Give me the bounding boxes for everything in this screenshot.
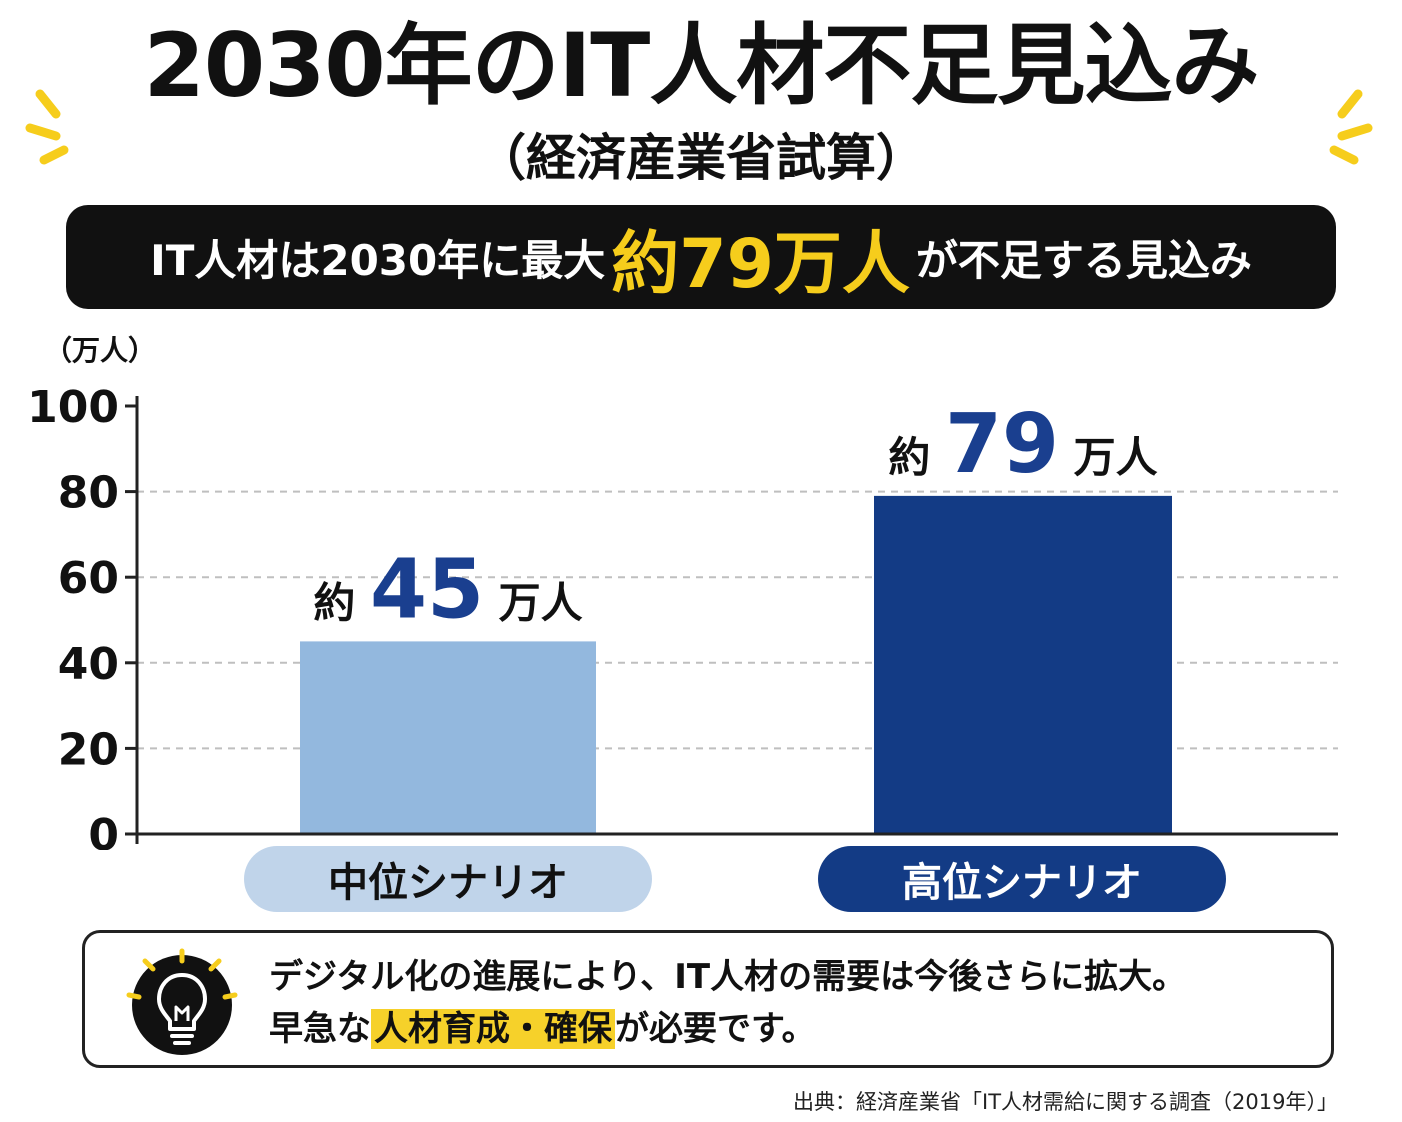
summary-banner: IT人材は2030年に最大 約79万人 が不足する見込み [66, 205, 1336, 309]
note-line-2-suffix: が必要です。 [615, 1009, 816, 1049]
bar-high [874, 495, 1172, 834]
note-box: デジタル化の進展により、IT人材の需要は今後さらに拡大。 早急な人材育成・確保が… [82, 930, 1334, 1068]
y-tick-label: 20 [58, 724, 119, 775]
y-tick-label: 100 [27, 382, 119, 433]
y-tick-label: 60 [58, 553, 119, 604]
left-sparkle-icon [25, 89, 69, 165]
note-text: デジタル化の進展により、IT人材の需要は今後さらに拡大。 早急な人材育成・確保が… [269, 951, 1329, 1055]
data-label-high: 約 79 万人 [888, 397, 1157, 492]
page-subtitle: （経済産業省試算） [476, 129, 926, 187]
note-line-2-prefix: 早急な [269, 1009, 371, 1049]
lightbulb-icon [126, 948, 238, 1055]
y-tick-label: 80 [58, 468, 119, 519]
bar-chart: （万人） 0 20 40 60 80 100 約 45 万人 約 79 万人 [27, 334, 1338, 850]
y-tick-label: 40 [58, 639, 119, 690]
category-pill-high: 高位シナリオ [818, 846, 1226, 912]
note-highlight: 人材育成・確保 [371, 1009, 615, 1049]
page-title: 2030年のIT人材不足見込み [143, 14, 1260, 117]
right-sparkle-icon [1329, 89, 1373, 165]
y-tick-label: 0 [88, 810, 119, 850]
note-line-1: デジタル化の進展により、IT人材の需要は今後さらに拡大。 [269, 957, 1187, 997]
data-label-mid: 約 45 万人 [313, 542, 582, 637]
banner-suffix: が不足する見込み [915, 235, 1252, 285]
banner-prefix: IT人材は2030年に最大 [150, 235, 606, 285]
note-line-2: 早急な人材育成・確保が必要です。 [269, 1003, 1329, 1055]
source-citation: 出典：経済産業省「IT人材需給に関する調査（2019年）」 [793, 1090, 1338, 1114]
bar-mid [300, 641, 596, 834]
banner-highlight: 約79万人 [611, 224, 910, 304]
category-pill-mid: 中位シナリオ [244, 846, 652, 912]
y-axis-unit-label: （万人） [44, 334, 156, 367]
